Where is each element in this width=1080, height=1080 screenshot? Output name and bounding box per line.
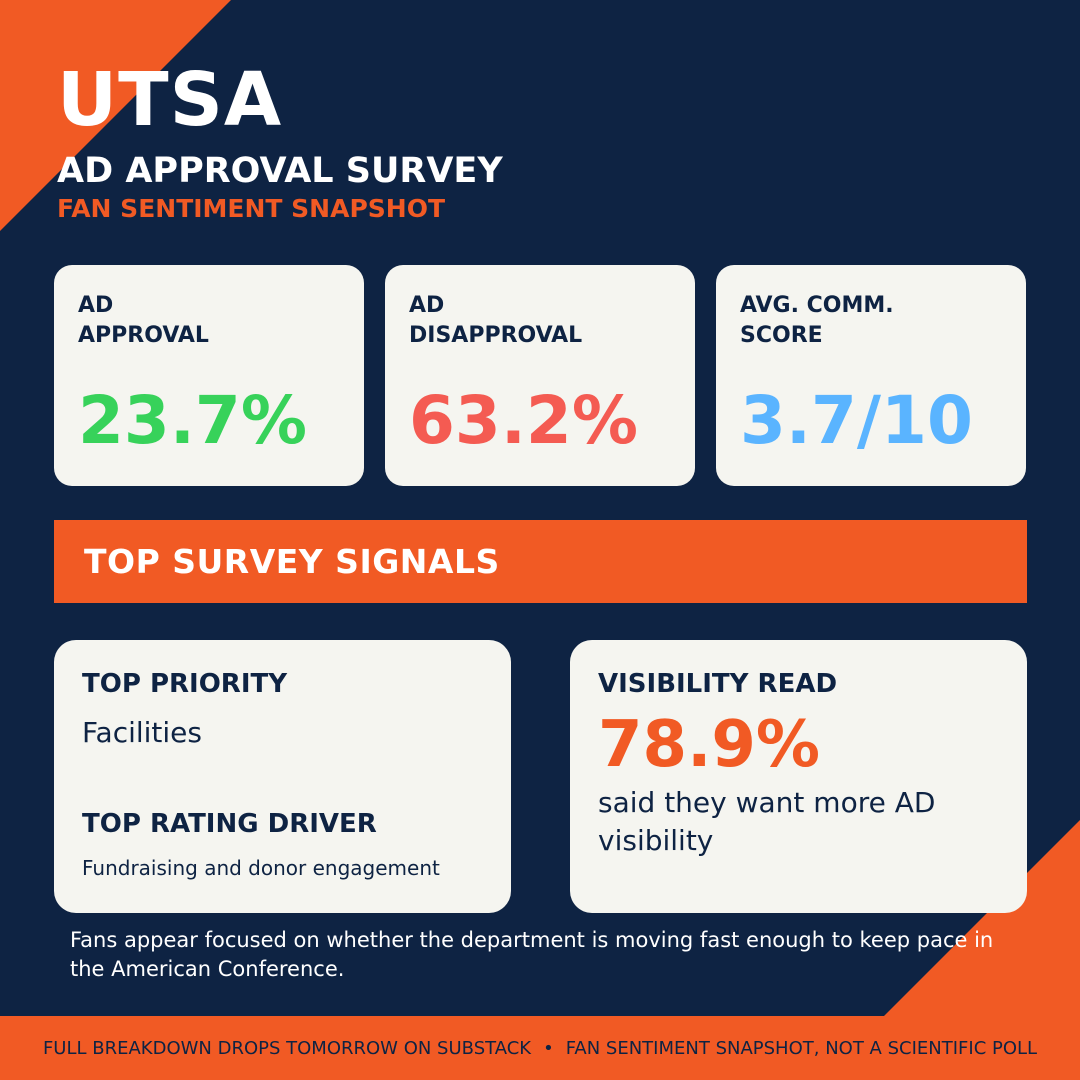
- top-rating-driver-heading: TOP RATING DRIVER: [82, 809, 377, 839]
- top-rating-driver-value: Fundraising and donor engagement: [82, 856, 440, 880]
- stat-value-approval: 23.7%: [78, 382, 307, 459]
- school-name: UTSA: [57, 57, 283, 143]
- stat-label: AD APPROVAL: [78, 293, 209, 348]
- stat-value-comm-score: 3.7/10: [740, 382, 973, 459]
- stat-label: AD DISAPPROVAL: [409, 293, 583, 348]
- visibility-percentage: 78.9%: [598, 708, 821, 782]
- stat-card-approval: AD APPROVAL 23.7%: [54, 265, 364, 486]
- survey-subtitle: FAN SENTIMENT SNAPSHOT: [57, 194, 446, 223]
- stat-card-comm-score: AVG. COMM. SCORE 3.7/10: [716, 265, 1026, 486]
- stat-card-disapproval: AD DISAPPROVAL 63.2%: [385, 265, 695, 486]
- top-priority-value: Facilities: [82, 716, 202, 749]
- stat-value-disapproval: 63.2%: [409, 382, 638, 459]
- footer-bar: FULL BREAKDOWN DROPS TOMORROW ON SUBSTAC…: [0, 1016, 1080, 1080]
- footer-separator: •: [543, 1037, 554, 1059]
- top-priority-heading: TOP PRIORITY: [82, 669, 288, 699]
- footer-right-text: FAN SENTIMENT SNAPSHOT, NOT A SCIENTIFIC…: [565, 1037, 1038, 1059]
- footer-left-text: FULL BREAKDOWN DROPS TOMORROW ON SUBSTAC…: [42, 1037, 532, 1059]
- visibility-caption: said they want more AD visibility: [598, 786, 936, 857]
- summary-note: Fans appear focused on whether the depar…: [70, 928, 994, 981]
- header: UTSA AD APPROVAL SURVEY FAN SENTIMENT SN…: [57, 60, 503, 224]
- survey-title: AD APPROVAL SURVEY: [57, 151, 503, 191]
- priority-card: TOP PRIORITY Facilities TOP RATING DRIVE…: [54, 640, 511, 913]
- visibility-heading: VISIBILITY READ: [598, 669, 838, 699]
- visibility-card: VISIBILITY READ 78.9% said they want mor…: [570, 640, 1027, 913]
- stat-label: AVG. COMM. SCORE: [740, 293, 894, 348]
- section-banner-title: TOP SURVEY SIGNALS: [84, 542, 500, 581]
- section-banner: TOP SURVEY SIGNALS: [54, 520, 1027, 603]
